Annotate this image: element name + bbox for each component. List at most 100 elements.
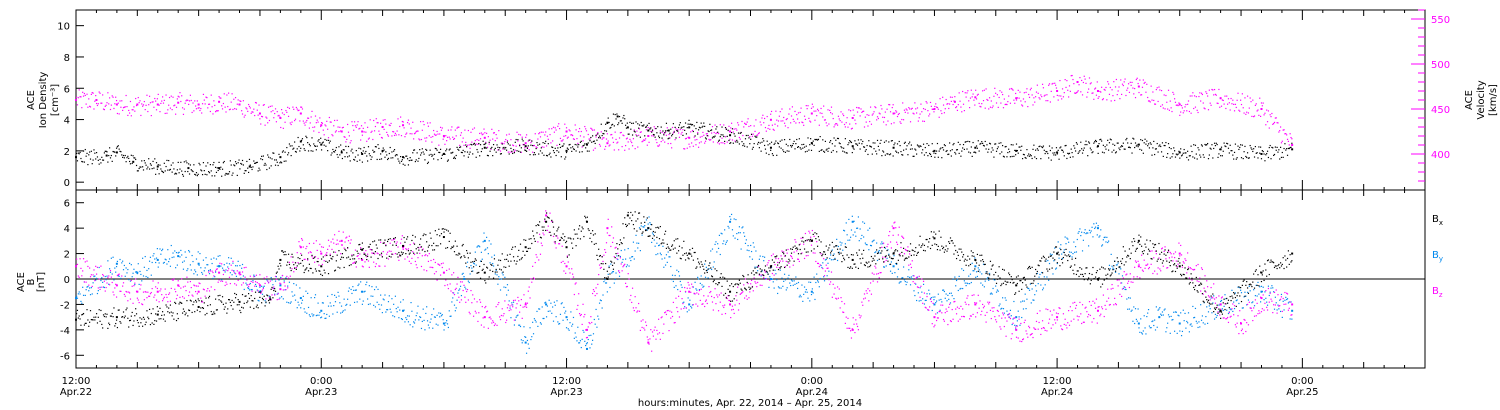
trace-dot (810, 121, 812, 123)
trace-dot (518, 150, 520, 152)
trace-dot (218, 161, 220, 163)
trace-dot (1287, 140, 1290, 142)
trace-dot (1241, 93, 1243, 95)
trace-dot (499, 289, 502, 291)
trace-dot (614, 113, 616, 116)
trace-dot (1007, 101, 1009, 103)
trace-dot (307, 259, 309, 261)
trace-dot (532, 277, 535, 279)
trace-dot (391, 135, 393, 137)
trace-dot (293, 147, 295, 149)
trace-dot (945, 98, 947, 101)
trace-dot (761, 117, 763, 119)
trace-dot (916, 112, 918, 114)
trace-dot (282, 298, 284, 300)
trace-dot (1258, 293, 1260, 295)
trace-dot (383, 299, 385, 301)
trace-dot (1251, 148, 1253, 150)
trace-dot (341, 244, 344, 246)
trace-dot (1118, 147, 1120, 149)
trace-dot (1021, 104, 1023, 106)
trace-dot (593, 140, 595, 142)
trace-dot (1282, 129, 1284, 131)
trace-dot (506, 284, 509, 286)
trace-dot (977, 267, 979, 269)
trace-dot (1005, 299, 1007, 301)
trace-dot (784, 279, 787, 281)
trace-dot (1144, 81, 1146, 83)
trace-dot (139, 166, 141, 168)
trace-dot (677, 126, 680, 129)
trace-dot (120, 277, 122, 280)
trace-dot (96, 292, 99, 295)
trace-dot (203, 170, 205, 172)
trace-dot (759, 142, 761, 144)
trace-dot (1128, 146, 1131, 148)
trace-dot (861, 111, 863, 114)
trace-dot (837, 137, 840, 140)
trace-dot (749, 256, 751, 258)
trace-dot (958, 275, 960, 278)
trace-dot (581, 146, 583, 148)
trace-dot (1154, 153, 1156, 156)
trace-dot (1061, 149, 1064, 151)
trace-dot (435, 271, 437, 273)
trace-dot (562, 145, 564, 147)
trace-dot (76, 160, 79, 162)
trace-dot (251, 111, 253, 113)
trace-dot (669, 132, 671, 134)
trace-dot (1161, 311, 1164, 313)
trace-dot (1050, 90, 1052, 92)
trace-dot (475, 156, 477, 158)
trace-dot (547, 225, 549, 227)
trace-dot (1029, 89, 1032, 91)
trace-dot (260, 158, 262, 160)
trace-dot (131, 285, 133, 287)
trace-dot (94, 279, 96, 282)
trace-dot (1099, 139, 1101, 141)
trace-dot (1209, 308, 1211, 310)
trace-dot (514, 141, 516, 143)
trace-dot (1279, 158, 1281, 160)
trace-dot (418, 247, 420, 249)
trace-dot (1275, 302, 1277, 304)
trace-dot (88, 284, 90, 286)
trace-dot (835, 139, 837, 141)
trace-dot (522, 140, 524, 142)
trace-dot (922, 143, 925, 145)
trace-dot (318, 314, 320, 316)
trace-dot (804, 118, 807, 121)
trace-dot (538, 259, 540, 261)
trace-dot (1091, 226, 1093, 228)
trace-dot (1101, 140, 1103, 142)
trace-dot (552, 306, 554, 308)
trace-dot (163, 261, 165, 264)
trace-dot (534, 133, 536, 135)
trace-dot (400, 238, 403, 240)
trace-dot (802, 300, 804, 302)
trace-dot (1049, 101, 1051, 103)
trace-dot (145, 164, 147, 166)
trace-dot (486, 311, 488, 313)
trace-dot (190, 99, 192, 102)
trace-dot (1146, 140, 1148, 142)
trace-dot (691, 123, 694, 126)
trace-dot (100, 162, 102, 164)
trace-dot (160, 102, 162, 104)
trace-dot (667, 138, 669, 140)
trace-dot (951, 295, 953, 297)
trace-dot (479, 246, 481, 248)
trace-dot (173, 256, 175, 258)
trace-dot (200, 107, 202, 110)
trace-dot (172, 96, 174, 98)
trace-dot (1067, 238, 1069, 240)
trace-dot (658, 137, 661, 139)
trace-dot (316, 314, 318, 316)
trace-dot (505, 134, 508, 136)
data-point (156, 290, 159, 293)
trace-dot (981, 273, 983, 275)
trace-dot (988, 148, 990, 150)
trace-dot (698, 142, 701, 144)
trace-dot (598, 135, 601, 137)
trace-dot (1266, 304, 1269, 306)
